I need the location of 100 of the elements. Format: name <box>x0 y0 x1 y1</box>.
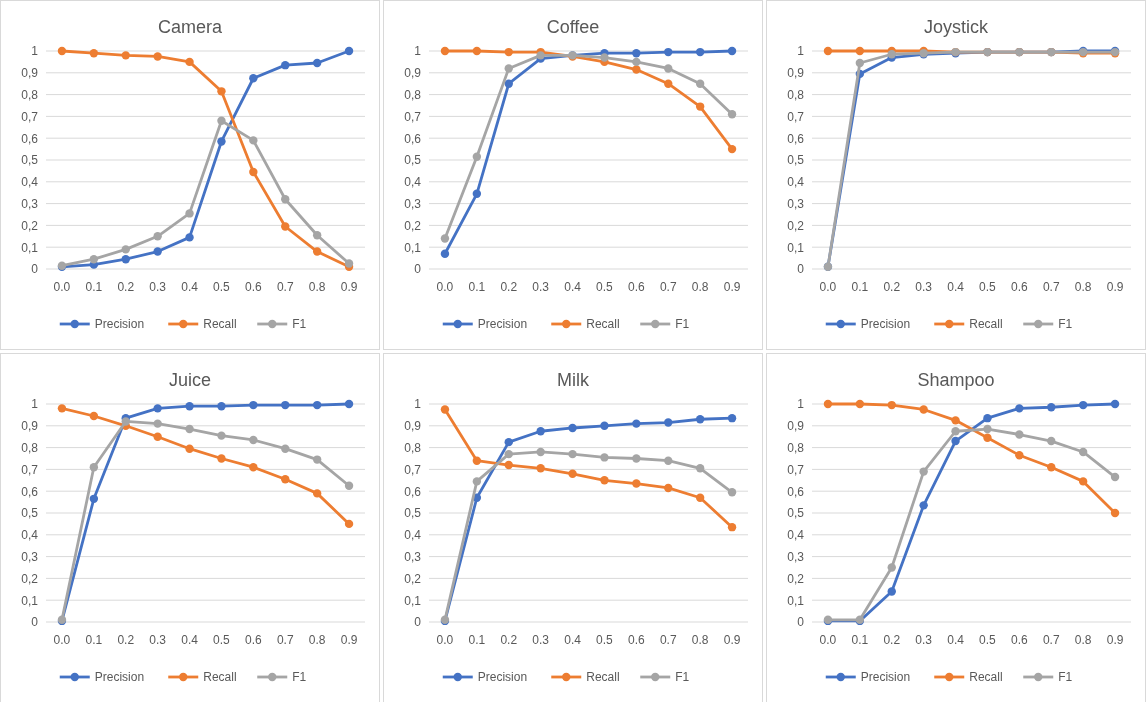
point <box>664 64 673 73</box>
chart-title: Joystick <box>923 17 989 37</box>
x-tick-label: 0.1 <box>851 633 869 647</box>
x-tick-label: 0.8 <box>691 280 709 294</box>
y-tick-label: 0,8 <box>787 440 805 455</box>
point <box>57 404 67 413</box>
point <box>185 209 194 218</box>
chart-title: Milk <box>557 370 590 390</box>
point <box>185 444 194 453</box>
point <box>89 463 99 472</box>
x-tick-label: 0.6 <box>1011 633 1029 647</box>
point <box>281 475 290 484</box>
point <box>695 415 705 424</box>
point <box>727 110 737 119</box>
point <box>600 421 609 430</box>
point <box>504 460 513 470</box>
legend-label: Precision <box>860 317 911 332</box>
y-tick-label: 0,1 <box>21 593 39 608</box>
y-tick-label: 0,3 <box>787 196 805 211</box>
y-tick-label: 0,2 <box>404 571 422 586</box>
point <box>217 87 226 96</box>
point <box>121 51 130 60</box>
x-tick-label: 0.3 <box>915 633 933 647</box>
legend-label: Precision <box>94 670 145 685</box>
y-tick-label: 0,9 <box>21 419 39 434</box>
point <box>664 418 673 427</box>
x-tick-label: 0.3 <box>915 280 933 294</box>
point <box>1015 451 1024 460</box>
y-tick-label: 0,9 <box>21 66 39 81</box>
point <box>312 400 322 410</box>
x-tick-label: 0.4 <box>947 280 965 294</box>
chart-title: Juice <box>168 370 212 390</box>
x-tick-label: 0.0 <box>53 633 71 647</box>
y-tick-label: 0,5 <box>787 506 805 521</box>
y-tick-label: 0,4 <box>21 175 39 190</box>
chart-title: Coffee <box>546 17 600 37</box>
x-tick-label: 0.4 <box>947 633 965 647</box>
point <box>887 400 896 410</box>
point <box>1047 463 1056 472</box>
x-tick-label: 0.7 <box>659 280 677 294</box>
y-tick-label: 0,5 <box>404 506 422 521</box>
point <box>153 432 162 441</box>
x-tick-label: 0.5 <box>213 633 231 647</box>
y-tick-label: 0 <box>31 262 39 277</box>
point <box>695 79 705 88</box>
point <box>89 411 99 421</box>
y-tick-label: 0 <box>31 615 39 630</box>
y-tick-label: 0,4 <box>404 175 422 190</box>
point <box>664 47 673 57</box>
legend-label: F1 <box>1058 317 1073 332</box>
legend-label: Recall <box>586 317 620 332</box>
point <box>249 435 258 445</box>
x-tick-label: 0.7 <box>1042 633 1060 647</box>
x-tick-label: 0.3 <box>532 633 550 647</box>
x-tick-label: 0.6 <box>628 633 646 647</box>
point <box>312 489 322 498</box>
y-tick-label: 0,8 <box>404 440 422 455</box>
y-tick-label: 0,2 <box>21 571 39 586</box>
x-tick-label: 0.5 <box>213 280 231 294</box>
legend-label: Precision <box>860 670 911 685</box>
y-tick-label: 0,7 <box>404 462 422 477</box>
x-tick-label: 0.1 <box>85 633 103 647</box>
x-tick-label: 0.1 <box>85 280 103 294</box>
point <box>249 136 258 145</box>
y-tick-label: 1 <box>797 397 805 412</box>
y-tick-label: 0,2 <box>787 571 805 586</box>
y-tick-label: 0,9 <box>404 66 422 81</box>
y-tick-label: 0,9 <box>787 66 805 81</box>
y-tick-label: 1 <box>797 44 805 59</box>
point <box>727 413 737 423</box>
point <box>536 447 545 457</box>
point <box>89 494 99 504</box>
y-tick-label: 0,6 <box>787 131 805 146</box>
point <box>504 449 513 459</box>
y-tick-label: 0,5 <box>21 153 39 168</box>
x-tick-label: 0.9 <box>1106 280 1124 294</box>
y-tick-label: 1 <box>414 397 422 412</box>
legend-label: Recall <box>969 317 1003 332</box>
y-tick-label: 0,1 <box>21 240 39 255</box>
point <box>664 483 673 493</box>
x-tick-label: 0.1 <box>468 280 486 294</box>
legend-label: F1 <box>1058 670 1073 685</box>
y-tick-label: 0 <box>414 615 422 630</box>
y-tick-label: 0,8 <box>21 87 39 102</box>
point <box>504 79 513 88</box>
point <box>472 46 482 56</box>
x-tick-label: 0.7 <box>276 633 294 647</box>
point <box>153 419 162 428</box>
x-tick-label: 0.3 <box>149 280 167 294</box>
x-tick-label: 0.1 <box>468 633 486 647</box>
point <box>855 58 865 68</box>
x-tick-label: 0.2 <box>500 633 518 647</box>
x-tick-label: 0.5 <box>596 280 614 294</box>
point <box>440 405 450 414</box>
y-tick-label: 0,1 <box>404 593 422 608</box>
y-tick-label: 0,6 <box>787 484 805 499</box>
point <box>249 463 258 472</box>
point <box>695 464 705 473</box>
x-tick-label: 0.8 <box>1074 280 1092 294</box>
point <box>89 48 99 58</box>
